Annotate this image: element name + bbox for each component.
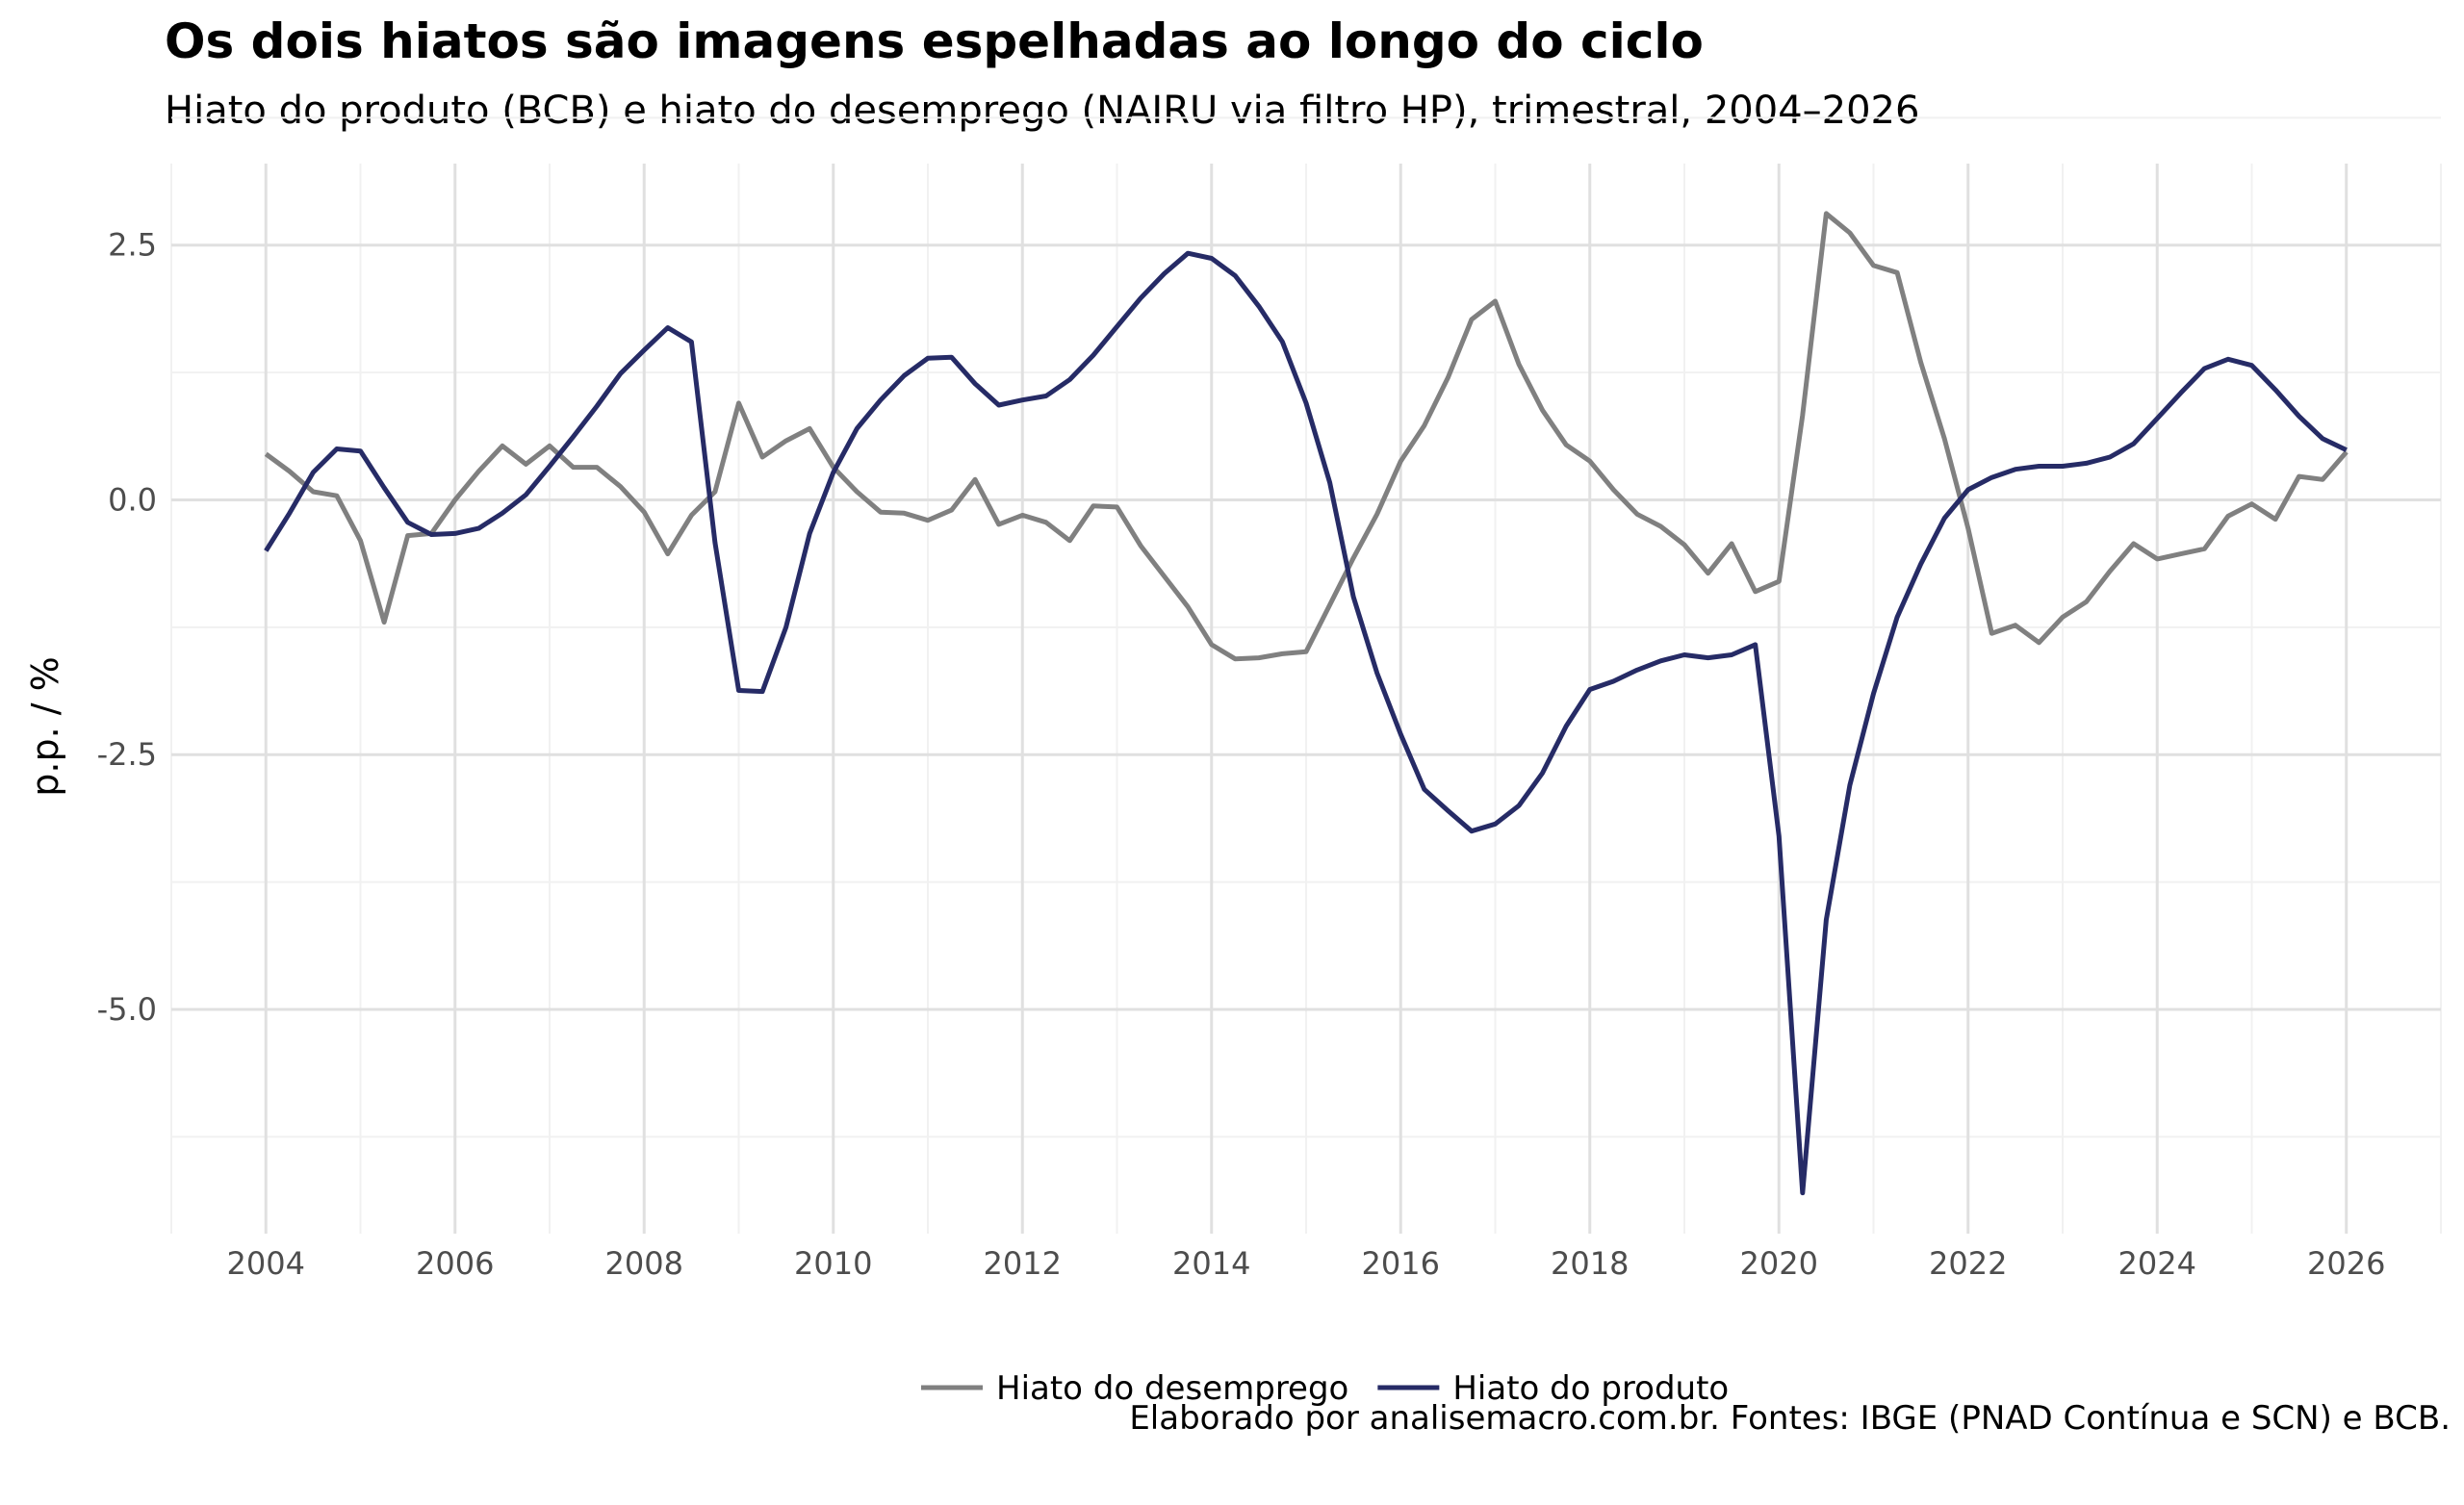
y-tick-label: -5.0: [97, 991, 157, 1028]
x-tick-label: 2014: [1172, 1245, 1250, 1282]
x-tick-label: 2016: [1362, 1245, 1440, 1282]
series-line-hiato-do-desemprego: [264, 211, 2348, 662]
legend-label: Hiato do produto: [1452, 1369, 1729, 1408]
x-tick-label: 2018: [1551, 1245, 1629, 1282]
chart-caption: Elaborado por analisemacro.com.br. Fonte…: [1129, 1399, 2451, 1438]
x-tick-label: 2024: [2118, 1245, 2196, 1282]
x-tick-label: 2006: [416, 1245, 494, 1282]
series-line-hiato-do-produto: [264, 250, 2348, 1196]
x-tick-label: 2010: [794, 1245, 872, 1282]
x-tick-label: 2004: [227, 1245, 305, 1282]
y-tick-label: 2.5: [108, 227, 157, 264]
x-tick-label: 2020: [1740, 1245, 1818, 1282]
x-tick-label: 2026: [2307, 1245, 2385, 1282]
legend-label: Hiato do desemprego: [996, 1369, 1348, 1408]
y-axis-ticks: 2.5 0.0 -2.5 -5.0: [97, 227, 157, 1028]
y-tick-label: 0.0: [108, 481, 157, 518]
chart-title: Os dois hiatos são imagens espelhadas ao…: [165, 13, 1704, 69]
y-axis-title: p.p. / %: [24, 656, 66, 796]
legend: Hiato do desemprego Hiato do produto: [921, 1369, 1729, 1408]
chart-subtitle: Hiato do produto (BCB) e hiato do desemp…: [165, 89, 1920, 133]
y-tick-label: -2.5: [97, 736, 157, 773]
series-layer: [264, 211, 2348, 1196]
grid-minor: [170, 116, 2442, 1234]
x-tick-label: 2012: [984, 1245, 1062, 1282]
grid-major: [171, 164, 2441, 1234]
x-tick-label: 2022: [1929, 1245, 2007, 1282]
x-tick-label: 2008: [605, 1245, 683, 1282]
x-axis-ticks: 2004 2006 2008 2010 2012 2014 2016 2018 2020 2022…: [227, 1245, 2386, 1282]
